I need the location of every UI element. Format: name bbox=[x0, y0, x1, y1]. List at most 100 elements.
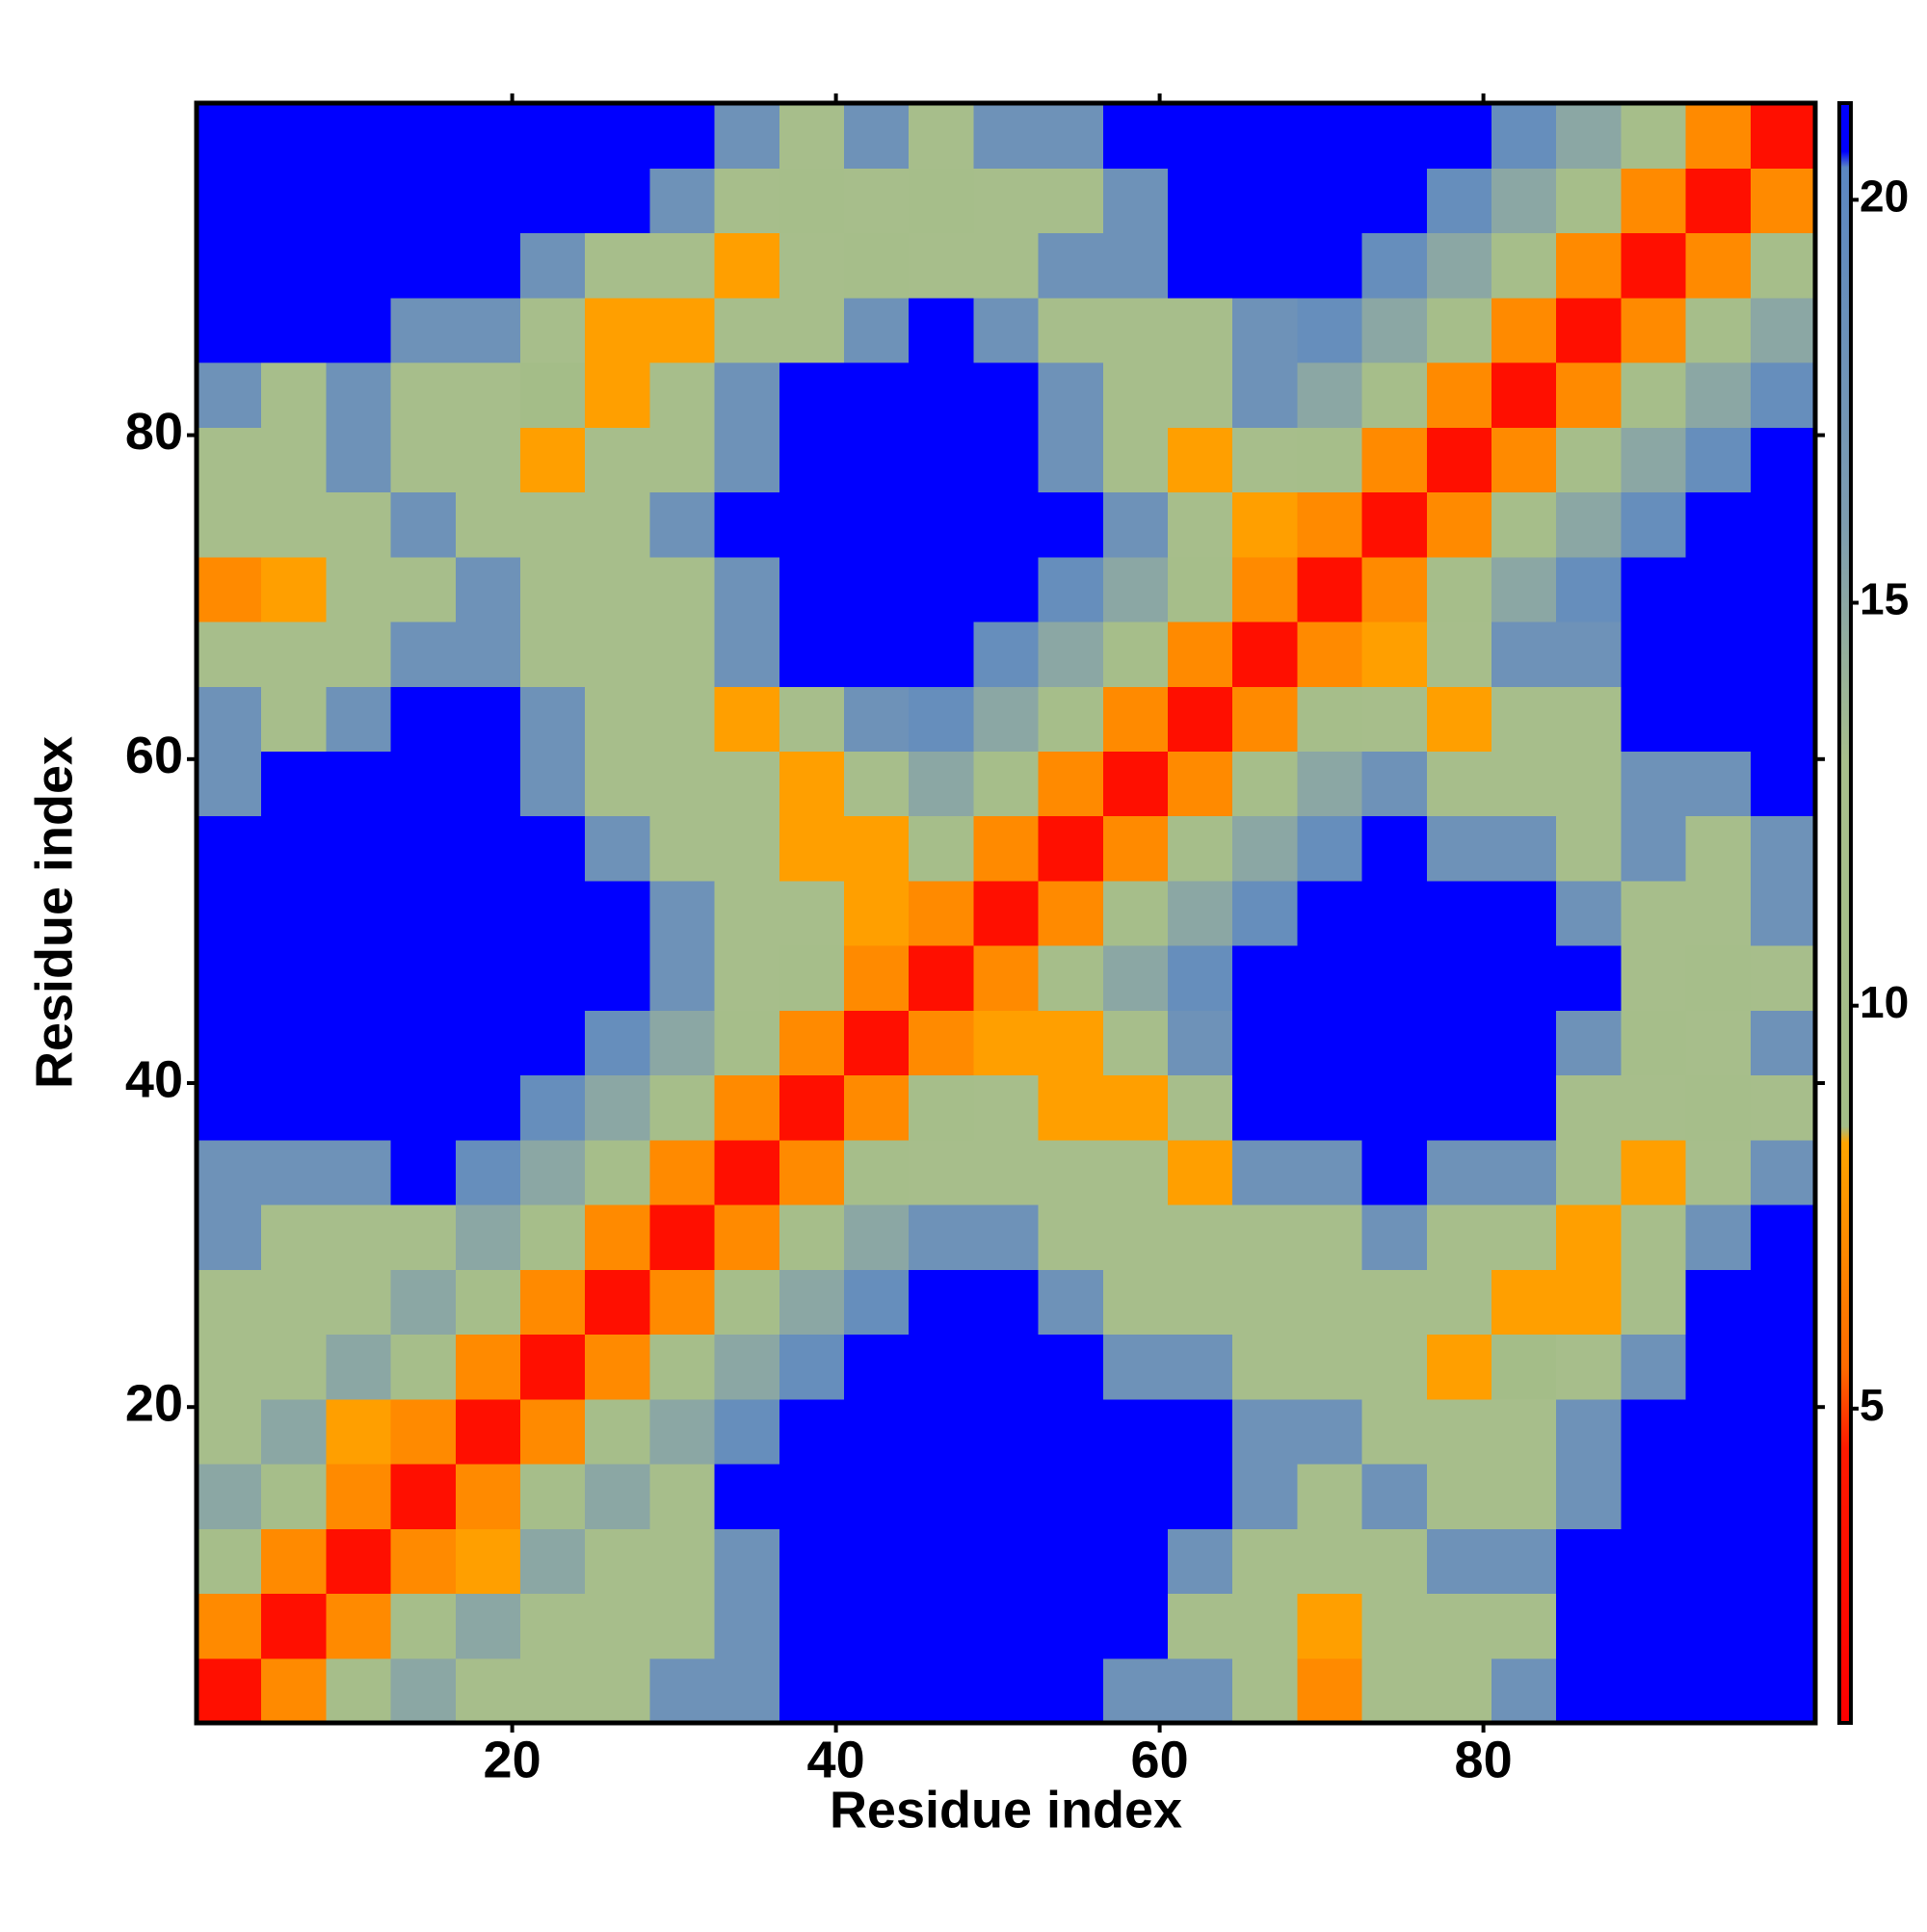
cell bbox=[1426, 1269, 1492, 1336]
colorbar-tick-label: 20 bbox=[1860, 172, 1909, 222]
cell bbox=[261, 1528, 327, 1595]
cell bbox=[1685, 361, 1752, 428]
cell bbox=[649, 1334, 716, 1400]
cell bbox=[909, 103, 974, 169]
cell bbox=[1426, 1528, 1492, 1595]
cell bbox=[326, 103, 392, 169]
cell bbox=[326, 880, 392, 946]
cell bbox=[1750, 361, 1816, 428]
cell bbox=[326, 1074, 392, 1141]
cell bbox=[455, 1074, 521, 1141]
cell bbox=[1491, 1334, 1557, 1400]
cell bbox=[1102, 880, 1169, 946]
cell bbox=[1297, 556, 1363, 622]
cell bbox=[779, 815, 845, 882]
cell bbox=[1232, 621, 1298, 687]
cell bbox=[714, 686, 780, 752]
cell bbox=[1491, 1657, 1557, 1724]
cell bbox=[1491, 1398, 1557, 1465]
cell bbox=[390, 621, 457, 687]
cell bbox=[1361, 168, 1428, 234]
cell bbox=[455, 621, 521, 687]
cell bbox=[261, 232, 327, 299]
cell bbox=[455, 1334, 521, 1400]
cell bbox=[1297, 427, 1363, 493]
cell bbox=[1361, 297, 1428, 363]
cell bbox=[844, 232, 910, 299]
cell bbox=[909, 751, 974, 817]
cell bbox=[390, 1464, 457, 1529]
cell bbox=[1361, 427, 1428, 493]
cell bbox=[1168, 232, 1233, 299]
cell bbox=[1102, 361, 1169, 428]
cell bbox=[1556, 556, 1622, 622]
cell bbox=[390, 1398, 457, 1465]
cell bbox=[1426, 1657, 1492, 1724]
cell bbox=[649, 880, 716, 946]
cell bbox=[1361, 1657, 1428, 1724]
cell bbox=[1038, 427, 1104, 493]
cell bbox=[1750, 556, 1816, 622]
cell bbox=[585, 1269, 650, 1336]
cell bbox=[1297, 815, 1363, 882]
cell bbox=[909, 1398, 974, 1465]
cell bbox=[390, 297, 457, 363]
cell bbox=[1102, 1464, 1169, 1529]
cell bbox=[390, 686, 457, 752]
cell bbox=[844, 491, 910, 558]
cell bbox=[1491, 1204, 1557, 1270]
cell bbox=[1556, 491, 1622, 558]
cell bbox=[1232, 232, 1298, 299]
cell bbox=[1426, 1398, 1492, 1465]
cell bbox=[1102, 815, 1169, 882]
cell bbox=[1426, 880, 1492, 946]
cell bbox=[1297, 1593, 1363, 1659]
cell bbox=[649, 1528, 716, 1595]
cell bbox=[1361, 1593, 1428, 1659]
cell bbox=[779, 297, 845, 363]
cell bbox=[326, 1334, 392, 1400]
cell bbox=[1556, 1139, 1622, 1205]
cell bbox=[844, 297, 910, 363]
cell bbox=[455, 103, 521, 169]
cell bbox=[1038, 880, 1104, 946]
cell bbox=[844, 103, 910, 169]
cell bbox=[1491, 880, 1557, 946]
cell bbox=[1038, 1334, 1104, 1400]
cell bbox=[520, 1398, 586, 1465]
cell bbox=[1621, 491, 1687, 558]
cell bbox=[1426, 621, 1492, 687]
cell bbox=[1038, 491, 1104, 558]
cell bbox=[1750, 1657, 1816, 1724]
cell bbox=[909, 686, 974, 752]
cell bbox=[909, 1204, 974, 1270]
cell bbox=[973, 1528, 1040, 1595]
cell bbox=[714, 1074, 780, 1141]
cell bbox=[1685, 297, 1752, 363]
cell bbox=[1232, 1074, 1298, 1141]
cell bbox=[1361, 815, 1428, 882]
cell bbox=[1168, 686, 1233, 752]
cell bbox=[261, 168, 327, 234]
cell bbox=[326, 168, 392, 234]
cell bbox=[1556, 1204, 1622, 1270]
cell bbox=[1168, 1334, 1233, 1400]
cell bbox=[844, 1657, 910, 1724]
cell bbox=[973, 1010, 1040, 1076]
cell bbox=[779, 1010, 845, 1076]
cell bbox=[1426, 168, 1492, 234]
cell bbox=[261, 815, 327, 882]
cell bbox=[1621, 168, 1687, 234]
cell bbox=[1297, 103, 1363, 169]
cell bbox=[197, 1010, 262, 1076]
cell bbox=[844, 1010, 910, 1076]
cell bbox=[649, 427, 716, 493]
cell bbox=[1038, 1269, 1104, 1336]
cell bbox=[1556, 751, 1622, 817]
cell bbox=[197, 1593, 262, 1659]
cell bbox=[844, 361, 910, 428]
cell bbox=[585, 751, 650, 817]
cell bbox=[1297, 1010, 1363, 1076]
cell bbox=[390, 491, 457, 558]
cell bbox=[1685, 686, 1752, 752]
